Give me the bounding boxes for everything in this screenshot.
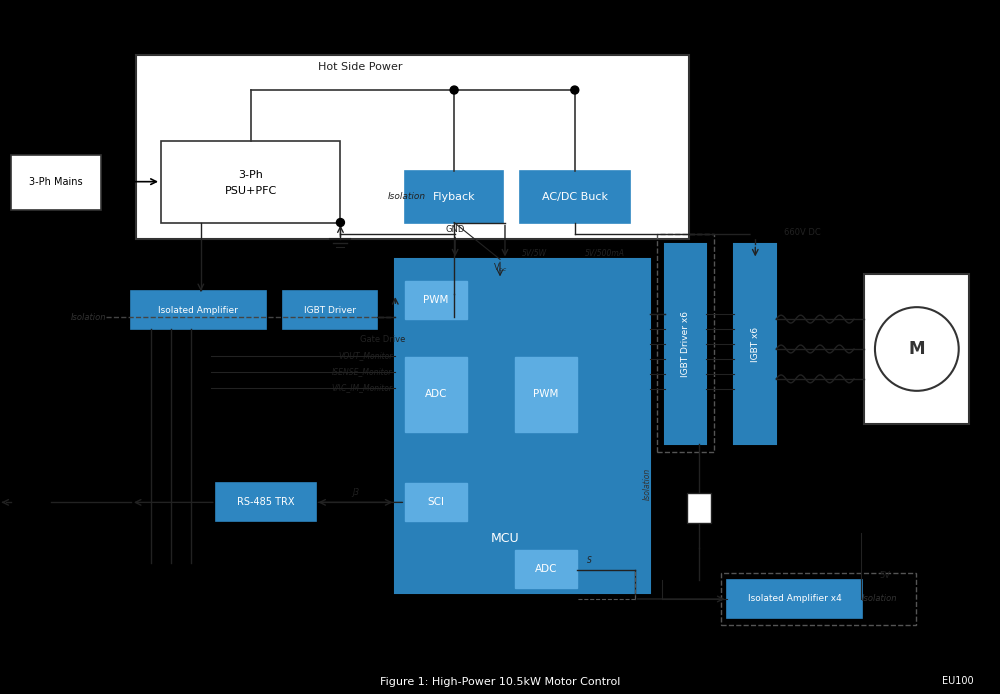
Text: VOUT_Monitor: VOUT_Monitor (338, 351, 392, 360)
Text: J3: J3 (352, 489, 359, 498)
Text: IGBT x6: IGBT x6 (751, 326, 760, 362)
Text: 5V/500mA: 5V/500mA (585, 248, 625, 257)
FancyBboxPatch shape (161, 141, 340, 223)
Text: GND: GND (445, 226, 465, 235)
Text: Flyback: Flyback (433, 192, 475, 201)
Text: M: M (909, 340, 925, 358)
Text: RS-485 TRX: RS-485 TRX (237, 498, 294, 507)
Circle shape (336, 219, 344, 226)
FancyBboxPatch shape (665, 244, 706, 443)
Text: Isolation: Isolation (387, 192, 425, 201)
Text: EU100: EU100 (942, 676, 974, 686)
FancyBboxPatch shape (405, 281, 467, 319)
Text: SCI: SCI (428, 498, 445, 507)
Text: ADC: ADC (535, 564, 557, 574)
Text: MCU: MCU (491, 532, 519, 545)
Text: ISENSE_Monitor: ISENSE_Monitor (332, 367, 392, 376)
FancyBboxPatch shape (727, 580, 862, 618)
FancyBboxPatch shape (405, 357, 467, 432)
Circle shape (450, 86, 458, 94)
FancyBboxPatch shape (395, 260, 650, 593)
FancyBboxPatch shape (405, 171, 503, 223)
Text: IGBT Driver: IGBT Driver (304, 305, 356, 314)
Text: PWM: PWM (533, 389, 559, 399)
Circle shape (751, 230, 759, 239)
FancyBboxPatch shape (520, 171, 630, 223)
Text: VAC_IM_Monitor: VAC_IM_Monitor (331, 383, 392, 392)
Text: Isolation: Isolation (643, 467, 652, 500)
Circle shape (571, 86, 579, 94)
Text: IGBT Driver x6: IGBT Driver x6 (681, 311, 690, 377)
Text: Isolation: Isolation (862, 595, 897, 604)
FancyBboxPatch shape (11, 155, 101, 210)
FancyBboxPatch shape (515, 357, 577, 432)
Text: Isolated Amplifier: Isolated Amplifier (158, 305, 238, 314)
Text: Figure 1: High-Power 10.5kW Motor Control: Figure 1: High-Power 10.5kW Motor Contro… (380, 677, 620, 687)
Text: 3-Ph Mains: 3-Ph Mains (29, 177, 83, 187)
FancyBboxPatch shape (216, 484, 316, 521)
Text: 3-Ph: 3-Ph (238, 170, 263, 180)
Text: V$_{cc}$: V$_{cc}$ (493, 262, 507, 274)
Text: 660V DC: 660V DC (784, 228, 821, 237)
Text: Isolated Amplifier x4: Isolated Amplifier x4 (748, 595, 842, 604)
FancyBboxPatch shape (131, 291, 266, 329)
FancyBboxPatch shape (687, 493, 711, 523)
Text: 5V/5W: 5V/5W (522, 248, 547, 257)
Text: S: S (587, 556, 592, 565)
Text: PWM: PWM (423, 295, 449, 305)
Text: PSU+PFC: PSU+PFC (225, 185, 277, 196)
Text: ADC: ADC (425, 389, 447, 399)
FancyBboxPatch shape (515, 550, 577, 588)
FancyBboxPatch shape (734, 244, 776, 443)
FancyBboxPatch shape (136, 55, 689, 239)
FancyBboxPatch shape (405, 484, 467, 521)
Text: Gate Drive: Gate Drive (360, 335, 406, 344)
FancyBboxPatch shape (864, 274, 969, 424)
Circle shape (875, 307, 959, 391)
Text: Isolation: Isolation (71, 312, 106, 321)
Text: 5V: 5V (879, 570, 890, 579)
Text: AC/DC Buck: AC/DC Buck (542, 192, 608, 201)
Text: Hot Side Power: Hot Side Power (318, 62, 403, 72)
FancyBboxPatch shape (283, 291, 377, 329)
